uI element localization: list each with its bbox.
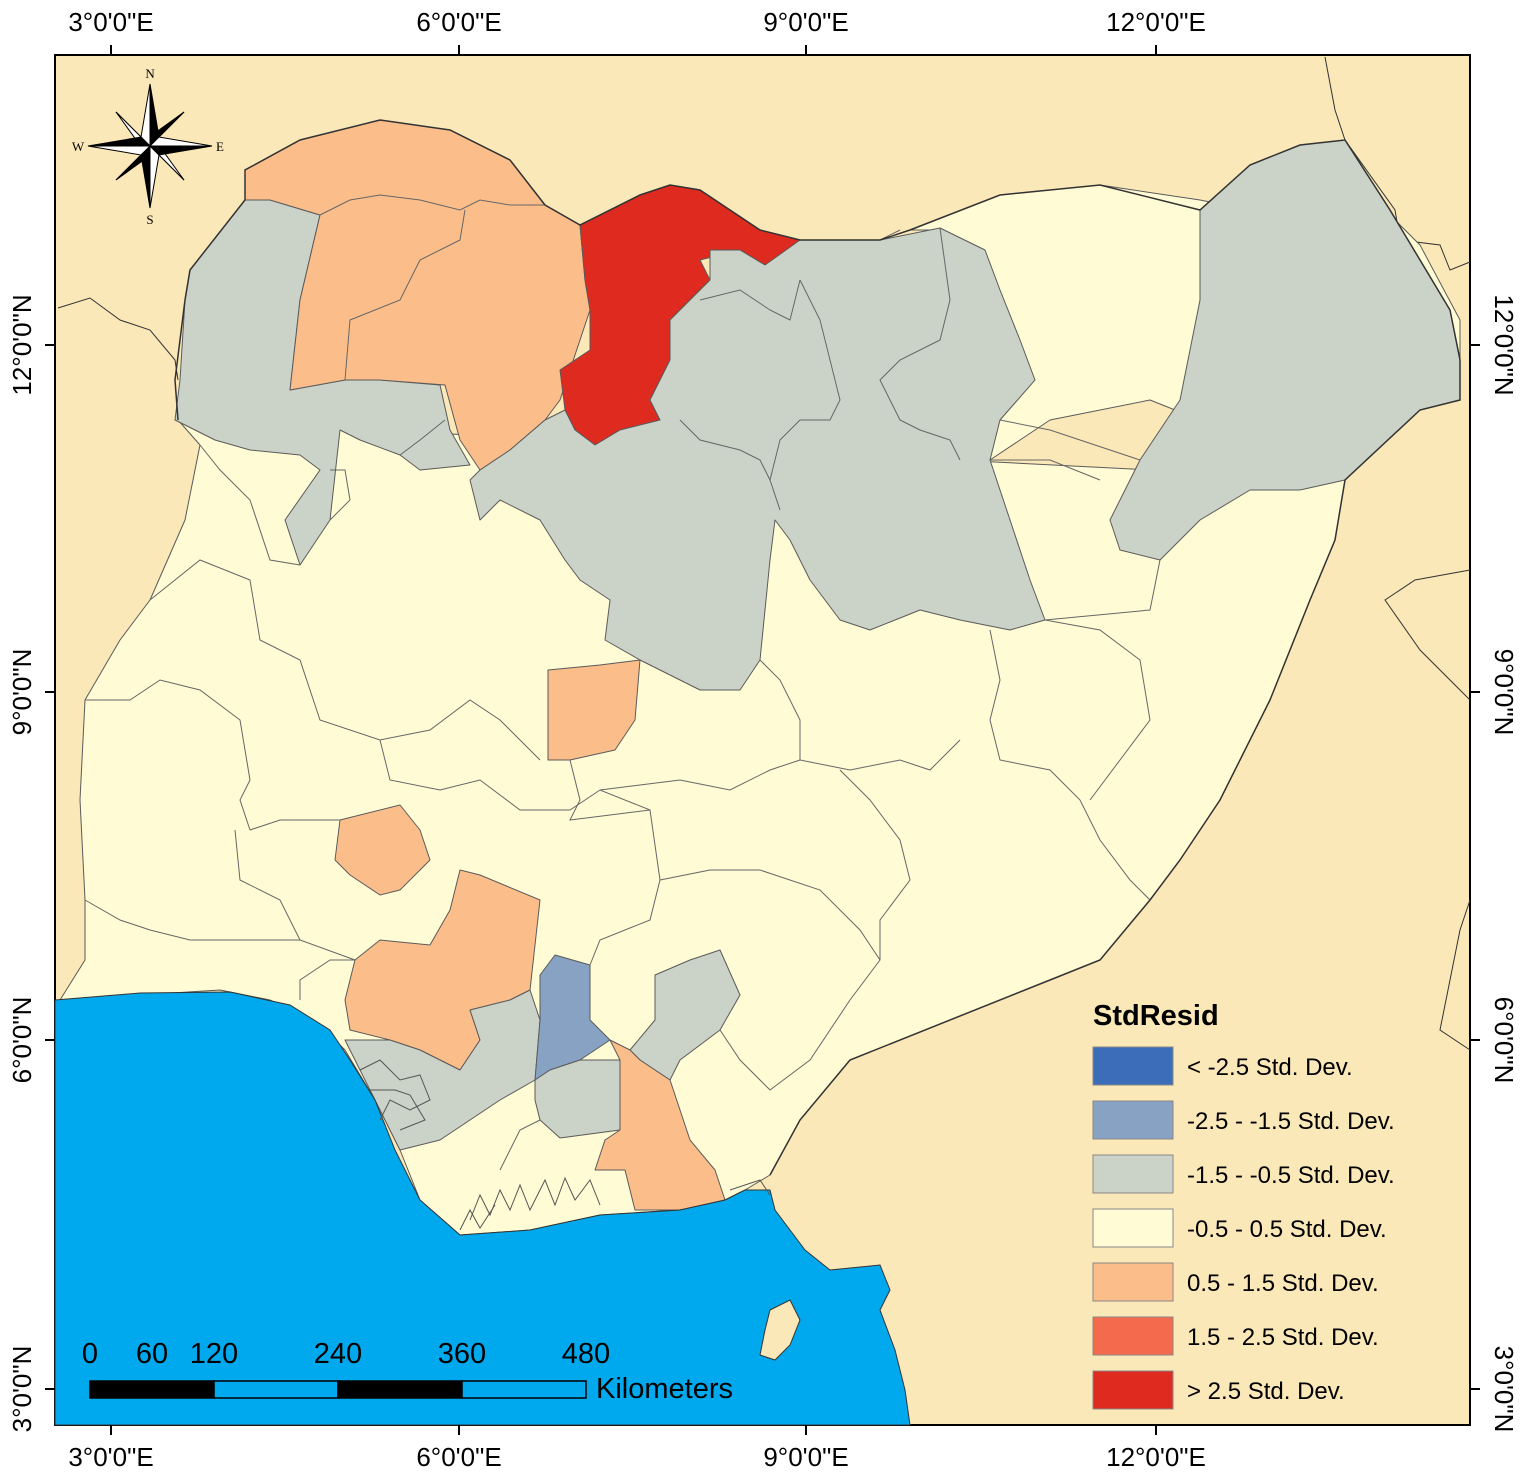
lon-label: 12°0'0"E (1106, 1442, 1206, 1472)
nigeria-border (174, 119, 1461, 1176)
lon-label: 9°0'0"E (763, 7, 848, 37)
lat-label: 9°0'0"N (7, 649, 37, 736)
legend-label: -1.5 - -0.5 Std. Dev. (1187, 1162, 1395, 1189)
legend-swatch (1092, 1370, 1174, 1410)
lat-label: 3°0'0"N (1489, 1346, 1519, 1433)
legend-swatch (1092, 1316, 1174, 1356)
legend-label: -2.5 - -1.5 Std. Dev. (1187, 1108, 1395, 1135)
legend-item: < -2.5 Std. Dev. (1092, 1046, 1353, 1086)
compass-rose: N S E W (72, 66, 224, 227)
lon-label: 6°0'0"E (416, 7, 501, 37)
scale-tick-label: 240 (314, 1338, 362, 1370)
graticule-labels-right: 12°0'0"N 9°0'0"N 6°0'0"N 3°0'0"N (1489, 294, 1519, 1432)
lon-label: 3°0'0"E (68, 1442, 153, 1472)
lon-label: 12°0'0"E (1106, 7, 1206, 37)
lat-label: 9°0'0"N (1489, 649, 1519, 736)
legend-label: 1.5 - 2.5 Std. Dev. (1187, 1324, 1379, 1351)
scale-segment (89, 1380, 215, 1399)
state-region (534, 1059, 621, 1139)
scale-tick-label: 0 (82, 1338, 98, 1370)
legend-item: -0.5 - 0.5 Std. Dev. (1092, 1208, 1387, 1248)
lon-label: 6°0'0"E (416, 1442, 501, 1472)
legend-label: > 2.5 Std. Dev. (1187, 1378, 1345, 1405)
lat-label: 6°0'0"N (7, 997, 37, 1084)
lat-label: 12°0'0"N (7, 294, 37, 395)
state-region (334, 804, 431, 896)
lon-label: 9°0'0"E (763, 1442, 848, 1472)
scale-segment (461, 1380, 587, 1399)
compass-east-label: E (216, 139, 224, 154)
lat-label: 12°0'0"N (1489, 294, 1519, 395)
state-region (629, 949, 741, 1081)
bioko-island (759, 1299, 801, 1361)
scale-tick-label: 360 (438, 1338, 486, 1370)
state-region (534, 954, 611, 1081)
scale-bar: 0 60 120 240 360 480 Kilometers (82, 1338, 733, 1405)
graticule-labels-left: 12°0'0"N 9°0'0"N 6°0'0"N 3°0'0"N (7, 294, 37, 1432)
legend-item: > 2.5 Std. Dev. (1092, 1370, 1345, 1410)
legend-swatch (1092, 1046, 1174, 1086)
compass-star-icon (87, 83, 213, 209)
coastal-creeks (359, 1059, 771, 1231)
graticule-ticks (45, 45, 1480, 1435)
legend-item: -2.5 - -1.5 Std. Dev. (1092, 1100, 1395, 1140)
legend: StdResid < -2.5 Std. Dev. -2.5 - -1.5 St… (1092, 1000, 1395, 1410)
state-boundaries (84, 194, 1161, 1171)
graticule-labels-top: 3°0'0"E 6°0'0"E 9°0'0"E 12°0'0"E (68, 7, 1206, 37)
scale-tick-label: 60 (136, 1338, 168, 1370)
lon-label: 3°0'0"E (68, 7, 153, 37)
scale-tick-label: 120 (190, 1338, 238, 1370)
legend-swatch (1092, 1208, 1174, 1248)
scale-unit-label: Kilometers (596, 1373, 733, 1405)
scale-tick-label: 480 (562, 1338, 610, 1370)
legend-swatch (1092, 1154, 1174, 1194)
lat-label: 6°0'0"N (1489, 997, 1519, 1084)
legend-item: 1.5 - 2.5 Std. Dev. (1092, 1316, 1379, 1356)
legend-item: -1.5 - -0.5 Std. Dev. (1092, 1154, 1395, 1194)
legend-swatch (1092, 1262, 1174, 1302)
ocean (54, 991, 911, 1426)
legend-title: StdResid (1093, 1000, 1219, 1032)
scale-segment (213, 1380, 339, 1399)
legend-swatch (1092, 1100, 1174, 1140)
scale-segment (337, 1380, 463, 1399)
compass-west-label: W (72, 139, 85, 154)
nigeria-states (59, 119, 1461, 1236)
legend-label: < -2.5 Std. Dev. (1187, 1054, 1353, 1081)
legend-label: 0.5 - 1.5 Std. Dev. (1187, 1270, 1379, 1297)
lat-label: 3°0'0"N (7, 1346, 37, 1433)
legend-label: -0.5 - 0.5 Std. Dev. (1187, 1216, 1387, 1243)
legend-item: 0.5 - 1.5 Std. Dev. (1092, 1262, 1379, 1302)
compass-north-label: N (145, 66, 155, 81)
graticule-labels-bottom: 3°0'0"E 6°0'0"E 9°0'0"E 12°0'0"E (68, 1442, 1206, 1472)
compass-south-label: S (146, 212, 153, 227)
state-region (547, 659, 641, 761)
